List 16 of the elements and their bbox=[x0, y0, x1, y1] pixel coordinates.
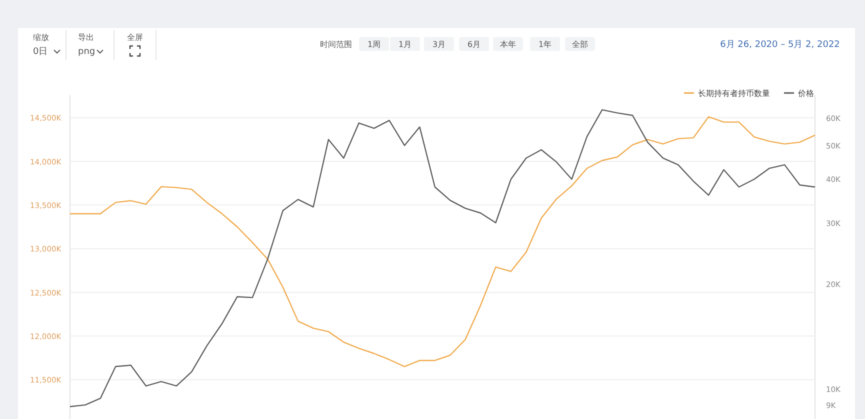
text: 1月 bbox=[398, 40, 412, 49]
text: 1周 bbox=[367, 40, 381, 49]
text: png bbox=[78, 47, 96, 57]
text: 全部 bbox=[572, 40, 588, 49]
text: 1年 bbox=[538, 40, 552, 49]
text: 全屏 bbox=[127, 33, 143, 42]
text: 导出 bbox=[78, 33, 94, 42]
legend-label: 价格 bbox=[797, 89, 814, 98]
legend-label: 长期持有者持币数量 bbox=[698, 89, 770, 98]
chart-subtitle: 6月 26, 2020 – 5月 2, 2022 bbox=[720, 40, 840, 50]
text: 缩放 bbox=[33, 33, 49, 42]
text: 3月 bbox=[432, 40, 446, 49]
text: 本年 bbox=[500, 40, 516, 49]
text: 时间范围 bbox=[320, 40, 352, 49]
text: 6月 bbox=[467, 40, 481, 49]
text: 0日 bbox=[33, 47, 48, 57]
